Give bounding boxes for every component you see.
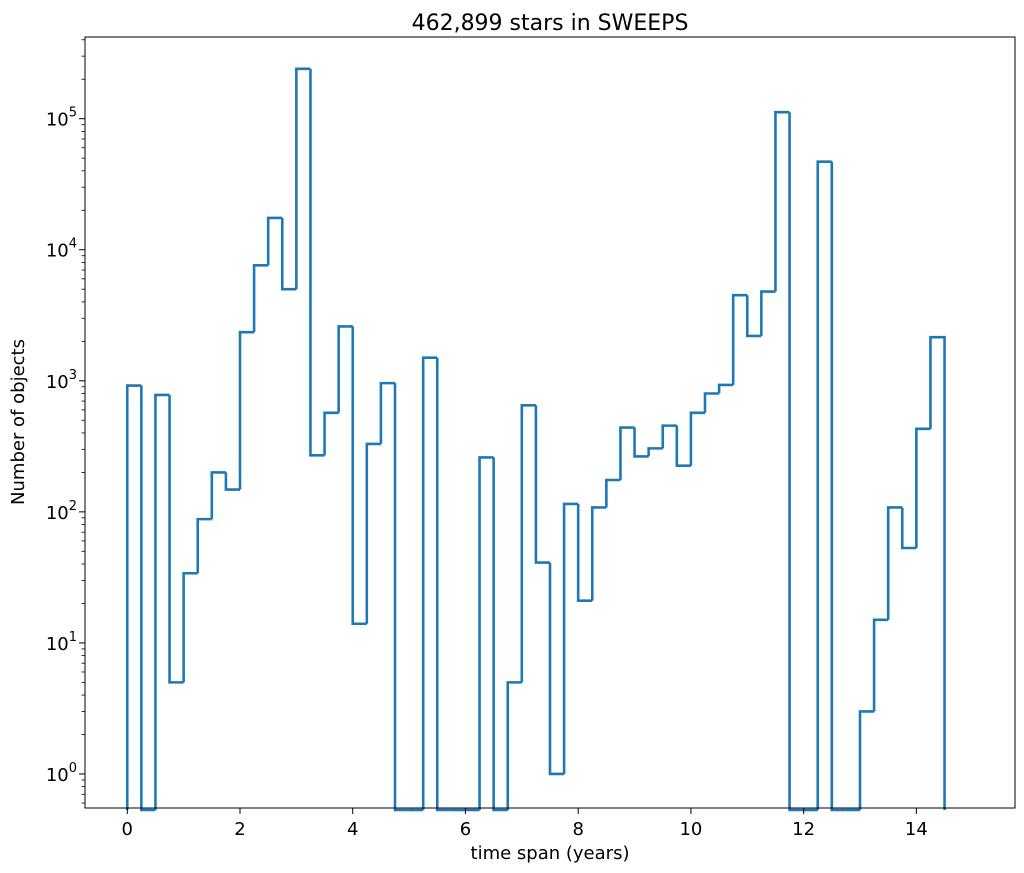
histogram-bin-27	[506, 681, 522, 810]
histogram-bin-53	[872, 618, 889, 712]
y-tick-label: 102	[46, 499, 77, 524]
histogram-bin-44	[745, 295, 762, 338]
y-tick-label: 100	[46, 761, 77, 786]
y-tick-label: 105	[46, 106, 77, 131]
histogram-bin-18	[379, 381, 395, 444]
histogram-bin-30	[548, 562, 565, 776]
histogram-bin-45	[760, 290, 776, 336]
histogram-bin-1	[140, 385, 156, 812]
histogram-bin-49	[816, 160, 832, 810]
histogram-bin-39	[675, 425, 691, 467]
histogram-bin-5	[196, 517, 212, 574]
histogram-bin-33	[590, 506, 607, 601]
histogram-bin-57	[929, 335, 946, 810]
histogram-bin-6	[210, 471, 226, 520]
histogram-bin-41	[703, 392, 720, 413]
histogram-bin-10	[266, 216, 283, 266]
histogram-bin-9	[252, 264, 269, 333]
x-tick-label: 6	[460, 819, 471, 840]
histogram-bin-13	[309, 68, 325, 457]
histogram-bin-25	[478, 456, 494, 810]
histogram-bin-8	[238, 330, 255, 490]
histogram-bin-47	[788, 112, 804, 812]
histogram-bin-43	[731, 293, 748, 385]
y-axis-ticks: 100 101 102 103 104 105	[46, 39, 85, 804]
histogram-bin-34	[605, 478, 621, 508]
x-tick-label: 4	[347, 819, 358, 840]
histogram-bin-42	[717, 383, 734, 394]
histogram-bin-2	[154, 393, 170, 810]
y-tick-label: 103	[46, 368, 77, 393]
histogram-bin-16	[351, 326, 367, 626]
histogram-bin-50	[830, 161, 846, 812]
histogram-bars	[125, 67, 946, 812]
y-tick-label: 101	[46, 630, 77, 655]
histogram-bin-11	[280, 217, 297, 291]
histogram-bin-14	[323, 411, 339, 456]
histogram-bin-0	[125, 384, 142, 810]
histogram-bin-15	[337, 325, 353, 413]
histogram-bin-17	[365, 442, 381, 624]
y-tick-label: 104	[46, 237, 77, 262]
histogram-bin-29	[534, 405, 550, 564]
histogram-bin-4	[182, 571, 198, 683]
histogram-bin-12	[295, 67, 311, 290]
x-tick-label: 2	[234, 819, 245, 840]
x-tick-label: 14	[905, 819, 928, 840]
histogram-bin-26	[492, 457, 508, 812]
histogram-bin-32	[576, 503, 593, 602]
histogram-bin-37	[647, 447, 663, 457]
x-axis-label: time span (years)	[471, 843, 630, 864]
histogram-bin-55	[900, 507, 917, 550]
histogram-bin-54	[886, 506, 903, 620]
histogram-bin-7	[224, 472, 240, 491]
histogram-bin-40	[689, 411, 705, 466]
plot-area-frame	[84, 36, 1016, 809]
histogram-bin-56	[915, 427, 931, 548]
chart-title: 462,899 stars in SWEEPS	[412, 11, 689, 36]
histogram-bin-36	[633, 427, 649, 458]
x-axis-ticks: 0 2 4 6 8 10 12 14	[122, 808, 928, 840]
x-tick-label: 0	[122, 819, 133, 840]
histogram-bin-52	[858, 710, 875, 810]
histogram-bin-3	[168, 394, 184, 684]
histogram-bin-19	[393, 383, 410, 812]
x-tick-label: 10	[679, 819, 702, 840]
histogram-bin-22	[435, 357, 452, 812]
histogram-bin-35	[619, 426, 635, 480]
x-tick-label: 8	[572, 819, 583, 840]
histogram-bin-38	[661, 424, 677, 449]
x-tick-label: 12	[792, 819, 815, 840]
histogram-bin-31	[562, 502, 579, 774]
histogram-bin-21	[421, 356, 438, 810]
histogram-bin-46	[774, 110, 790, 292]
histogram-bin-28	[520, 404, 536, 683]
y-axis-label: Number of objects	[8, 339, 29, 505]
